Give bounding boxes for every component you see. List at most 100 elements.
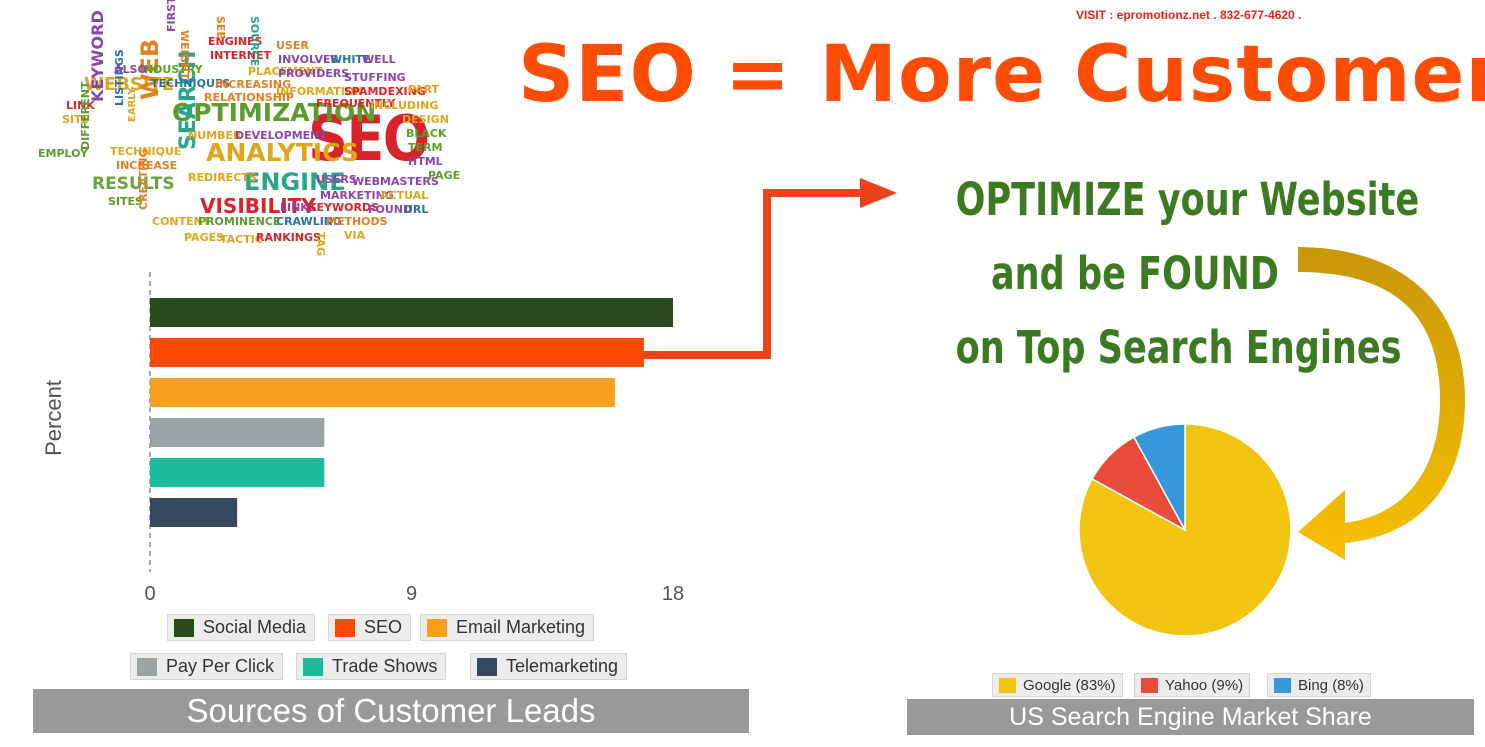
gold-curved-arrow — [1298, 247, 1465, 560]
word-cloud-word: PAGE — [428, 169, 461, 182]
word-cloud-word: INFORMATION — [276, 85, 364, 98]
word-cloud-word: METHODS — [326, 215, 388, 228]
legend-item-telemarketing: Telemarketing — [470, 653, 628, 680]
legend-swatch — [335, 618, 355, 637]
word-cloud-word: PART — [408, 83, 440, 96]
legend-label: Bing (8%) — [1298, 676, 1364, 694]
seo-word-cloud: SEO OPTIMIZATION ANALYTICS ENGINE VISIBILITY… — [30, 0, 480, 256]
word-cloud-word: REDIRECTS — [188, 171, 257, 184]
word-cloud-word: ENGINE — [244, 168, 346, 196]
legend-swatch — [137, 657, 157, 676]
bar-seo — [150, 338, 644, 367]
headline: SEO = More Customers — [518, 30, 1485, 120]
word-cloud-word: EMPLOY — [38, 147, 89, 160]
bar-chart-title: Sources of Customer Leads — [186, 692, 596, 729]
legend-label: SEO — [364, 617, 403, 637]
word-cloud-word: PROVIDERS — [278, 67, 350, 80]
legend-swatch — [1141, 677, 1158, 693]
word-cloud-word: WEBMASTERS — [352, 175, 439, 188]
word-cloud-word: HTML — [408, 155, 443, 168]
legend-label: Yahoo (9%) — [1165, 676, 1244, 694]
word-cloud-word: USER — [276, 39, 309, 52]
word-cloud-word: SEO — [308, 102, 430, 175]
word-cloud-word: SPAMDEXING — [344, 85, 426, 98]
pie-chart-title-banner: US Search Engine Market Share — [907, 699, 1474, 735]
pie-chart — [1078, 423, 1292, 637]
word-cloud-word: TACTIC — [220, 233, 263, 246]
legend-swatch — [999, 677, 1016, 693]
bar-trade-shows — [150, 458, 325, 487]
optimize-line-2: and be FOUND — [990, 247, 1279, 300]
legend-item-google: Google (83%) — [992, 673, 1123, 697]
bar-telemarketing — [150, 498, 238, 527]
x-tick-label: 0 — [144, 583, 155, 605]
visit-contact-text: VISIT : epromotionz.net . 832-677-4620 . — [1076, 8, 1302, 22]
word-cloud-word: INCREASING — [215, 78, 292, 91]
pie-slice-bing — [1132, 423, 1186, 531]
word-cloud-word: SITE — [62, 113, 90, 126]
bar-social-media — [150, 298, 673, 327]
word-cloud-word: ALSO — [114, 63, 147, 76]
bar-email-marketing — [150, 378, 615, 407]
legend-label: Telemarketing — [506, 656, 619, 676]
word-cloud-word: INDUSTRY — [140, 63, 203, 76]
word-cloud-word: SITES — [108, 195, 143, 208]
bar-pay-per-click — [150, 418, 325, 447]
word-cloud-word: INTERNET — [210, 49, 272, 62]
word-cloud-word: RANKINGS — [256, 231, 321, 244]
legend-label: Pay Per Click — [166, 656, 275, 676]
word-cloud-word: MARKETING — [320, 189, 394, 202]
word-cloud-word: ENGINES — [208, 35, 263, 48]
word-cloud-word: DEVELOPMENT — [235, 129, 327, 142]
word-cloud-word: BLACK — [406, 127, 447, 140]
word-cloud-word: ANALYTICS — [206, 138, 359, 167]
legend-item-seo: SEO — [328, 614, 412, 641]
word-cloud-word: OPTIMIZATION — [172, 98, 377, 127]
word-cloud-word: FREQUENTLY — [316, 97, 396, 110]
word-cloud-word: PAGES — [184, 231, 225, 244]
word-cloud-word: WEBSITE — [84, 74, 175, 95]
legend-swatch — [1274, 677, 1291, 693]
word-cloud-word: LINKS — [280, 201, 317, 214]
word-cloud-word: LINK — [66, 99, 95, 112]
legend-label: Social Media — [203, 617, 307, 637]
word-cloud-word: INVOLVES — [278, 53, 339, 66]
word-cloud-word: FOUND — [368, 203, 413, 216]
word-cloud-word: CRAWLING — [276, 215, 343, 228]
x-tick-label: 9 — [406, 583, 417, 605]
word-cloud-word: ACTUAL — [380, 189, 429, 202]
bar-chart: 0 9 18 Percent — [41, 272, 684, 605]
word-cloud-word: TECHNIQUES — [151, 77, 231, 90]
legend-swatch — [427, 618, 447, 637]
legend-swatch — [303, 657, 323, 676]
legend-item-trade-shows: Trade Shows — [296, 653, 447, 680]
word-cloud-word: RESULTS — [92, 174, 175, 194]
word-cloud-word: VIA — [344, 229, 366, 242]
word-cloud-word: URL — [404, 203, 429, 216]
word-cloud-word: CONTENT — [152, 215, 211, 228]
word-cloud-word: WELL — [362, 53, 396, 66]
word-cloud-word: TECHNIQUE — [110, 145, 182, 158]
word-cloud-word: TERM — [408, 141, 443, 154]
legend-swatch — [174, 618, 194, 637]
legend-label: Google (83%) — [1023, 676, 1116, 694]
legend-item-social-media: Social Media — [167, 614, 316, 641]
legend-swatch — [477, 657, 497, 676]
word-cloud-word: RELATIONSHIP — [204, 91, 295, 104]
word-cloud-word: INCREASE — [116, 159, 178, 172]
legend-item-email-marketing: Email Marketing — [420, 614, 595, 641]
word-cloud-word: DESIGN — [402, 113, 449, 126]
y-axis-label: Percent — [41, 380, 66, 456]
x-tick-label: 18 — [662, 583, 684, 605]
legend-item-yahoo: Yahoo (9%) — [1134, 673, 1251, 697]
pie-chart-title: US Search Engine Market Share — [1009, 703, 1372, 731]
legend-label: Email Marketing — [456, 617, 586, 637]
word-cloud-word: STUFFING — [344, 71, 406, 84]
word-cloud-word: USERS — [316, 173, 357, 186]
word-cloud-word: INCLUDING — [370, 99, 439, 112]
bar-chart-title-banner: Sources of Customer Leads — [33, 689, 749, 733]
legend-label: Trade Shows — [332, 656, 438, 676]
word-cloud-word: NUMBER — [188, 129, 242, 142]
legend-item-pay-per-click: Pay Per Click — [130, 653, 284, 680]
